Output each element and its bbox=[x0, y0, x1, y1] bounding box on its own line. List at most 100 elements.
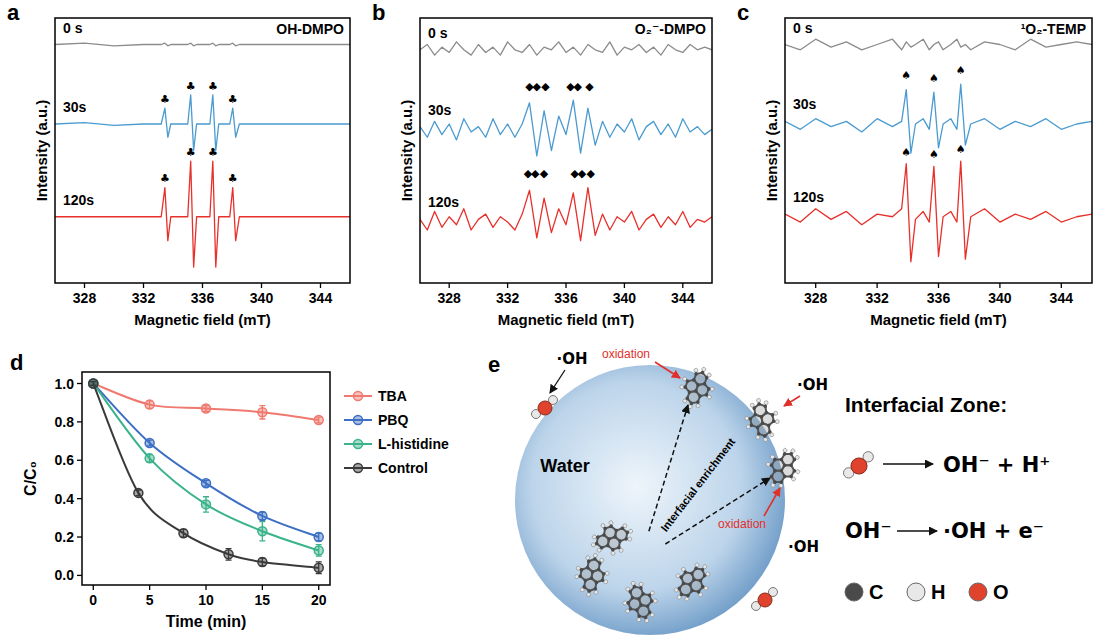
data-area bbox=[785, 39, 1092, 262]
peak-marker: ♠ bbox=[929, 148, 939, 161]
x-tick-label: 336 bbox=[927, 290, 951, 306]
c-atom bbox=[582, 585, 586, 589]
c-atom bbox=[587, 559, 591, 563]
peak-marker: ◆ bbox=[587, 167, 596, 180]
c-atom bbox=[700, 370, 705, 375]
peak-marker: ♠ bbox=[956, 143, 966, 156]
c-atom bbox=[769, 463, 774, 468]
series-label: 0 s bbox=[63, 20, 83, 36]
panel-title: O₂⁻-DMPO bbox=[635, 21, 706, 37]
c-atom bbox=[628, 607, 633, 612]
data-area bbox=[89, 379, 323, 573]
c-atom bbox=[603, 526, 608, 531]
c-atom bbox=[752, 406, 756, 410]
c-atom bbox=[594, 541, 599, 546]
c-atom bbox=[702, 573, 707, 578]
c-atom bbox=[692, 378, 697, 383]
peak-marker: ◆ bbox=[585, 80, 594, 93]
spectrum-line bbox=[420, 100, 712, 156]
legend-label: PBQ bbox=[378, 412, 408, 428]
y-tick bbox=[77, 460, 82, 461]
h-atom bbox=[756, 398, 761, 403]
y-tick-label: 0.4 bbox=[55, 491, 75, 507]
c-atom bbox=[779, 468, 784, 473]
c-atom bbox=[759, 415, 763, 419]
aromatic-molecule bbox=[674, 362, 720, 414]
water-molecule bbox=[532, 396, 558, 419]
c-atom bbox=[772, 419, 776, 423]
c-atom bbox=[585, 566, 589, 570]
x-tick-label: 344 bbox=[1050, 290, 1074, 306]
x-tick-label: 15 bbox=[255, 592, 271, 608]
panel-letter: c bbox=[737, 0, 749, 25]
c-atom bbox=[749, 423, 753, 427]
c-atom bbox=[639, 603, 644, 608]
aromatic-molecule bbox=[586, 515, 638, 561]
x-tick-label: 344 bbox=[309, 290, 333, 306]
c-atom bbox=[626, 600, 631, 605]
frame bbox=[420, 18, 712, 283]
reaction-products: ·OH + e⁻ bbox=[943, 519, 1044, 543]
y-tick bbox=[77, 421, 82, 422]
x-tick bbox=[449, 283, 450, 288]
c-atom bbox=[679, 575, 684, 580]
reaction-arrow bbox=[897, 530, 937, 532]
x-tick-label: 332 bbox=[865, 290, 889, 306]
data-area bbox=[55, 43, 350, 267]
x-axis-title: Magnetic field (mT) bbox=[870, 311, 1007, 328]
c-atom bbox=[694, 372, 699, 377]
x-tick-label: 340 bbox=[250, 290, 274, 306]
x-tick bbox=[624, 283, 625, 288]
spectrum-line bbox=[420, 42, 712, 55]
series-label: 120s bbox=[63, 192, 94, 208]
data-point bbox=[89, 379, 98, 388]
legend-marker bbox=[354, 392, 363, 401]
x-tick bbox=[149, 585, 150, 590]
series-line bbox=[93, 384, 318, 538]
c-atom bbox=[600, 578, 604, 582]
oxidation-label: oxidation bbox=[718, 517, 766, 531]
c-atom bbox=[779, 480, 784, 485]
c-atom bbox=[698, 578, 703, 583]
radical-label: ·OH bbox=[797, 376, 828, 394]
spectrum-line bbox=[420, 188, 712, 241]
data-point bbox=[202, 404, 211, 413]
panel-a: 0 s30s120s328332336340344♣♣♣♣♣♣♣♣OH-DMPO… bbox=[7, 0, 350, 328]
x-tick bbox=[938, 283, 939, 288]
panel-letter: e bbox=[488, 352, 500, 377]
x-tick bbox=[507, 283, 508, 288]
atom-legend-label: C bbox=[869, 581, 883, 603]
data-point bbox=[89, 379, 98, 388]
c-atom bbox=[590, 570, 594, 574]
c-atom bbox=[767, 423, 771, 427]
peak-marker: ◆ bbox=[578, 167, 587, 180]
x-tick bbox=[318, 585, 319, 590]
frame bbox=[55, 18, 350, 283]
c-atom bbox=[613, 535, 618, 540]
c-atom bbox=[702, 382, 707, 387]
c-atom bbox=[782, 474, 787, 479]
c-atom bbox=[748, 417, 752, 421]
data-point bbox=[179, 529, 188, 538]
c-atom bbox=[607, 537, 612, 542]
peak-marker: ♣ bbox=[160, 172, 170, 185]
aromatic-molecule bbox=[665, 555, 719, 610]
c-atom bbox=[610, 547, 615, 552]
x-tick bbox=[202, 283, 203, 288]
c-atom bbox=[632, 584, 637, 589]
y-axis-title: C/C₀ bbox=[22, 461, 39, 496]
x-tick-label: 336 bbox=[554, 290, 578, 306]
c-atom bbox=[685, 379, 690, 384]
c-atom bbox=[772, 457, 777, 462]
c-atom bbox=[772, 468, 777, 473]
h-atom bbox=[764, 400, 769, 405]
c-atom bbox=[594, 580, 598, 584]
radical-label: ·OH bbox=[788, 538, 819, 556]
c-atom bbox=[593, 557, 597, 561]
c-atom bbox=[696, 589, 701, 594]
o-atom bbox=[538, 401, 552, 415]
c-atom bbox=[755, 425, 759, 429]
data-point bbox=[258, 527, 267, 536]
c-atom bbox=[598, 561, 602, 565]
peak-marker: ♠ bbox=[929, 72, 939, 85]
